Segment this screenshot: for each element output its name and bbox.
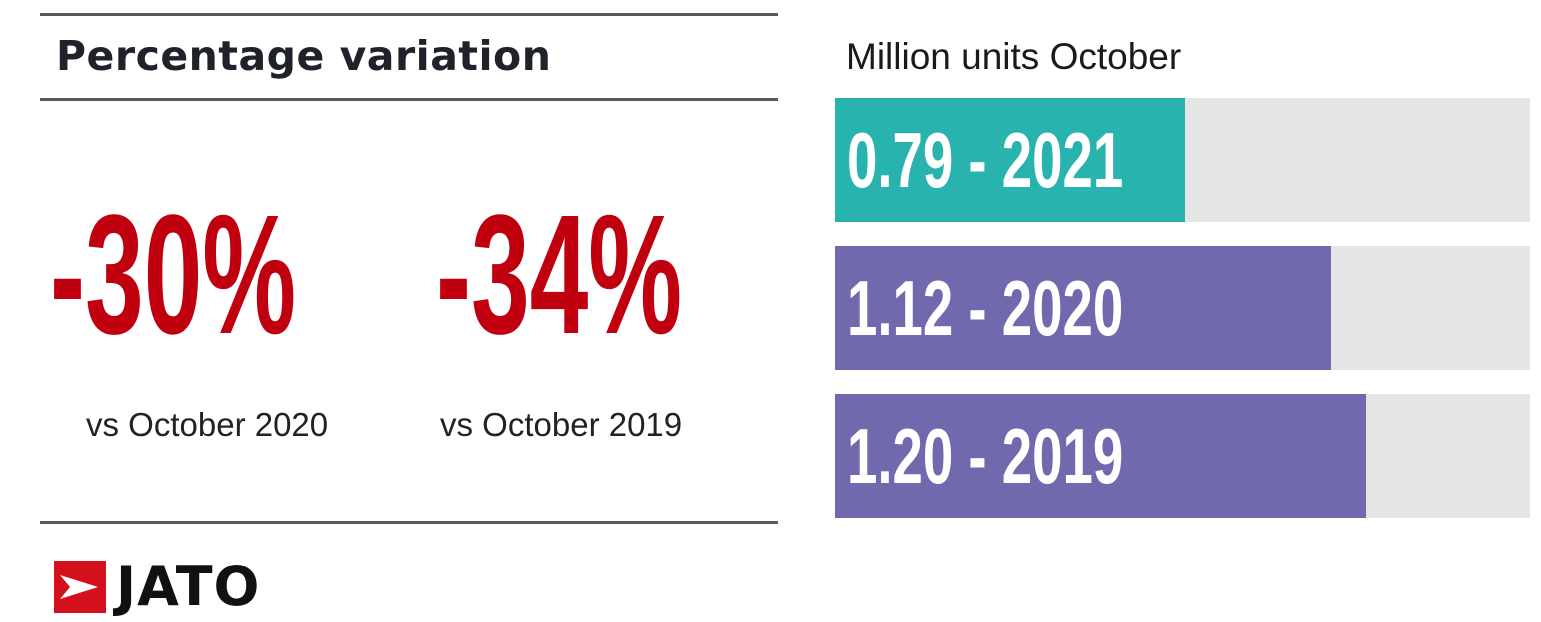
logo-text: JATO <box>116 555 261 618</box>
title-divider <box>40 98 778 101</box>
bar-label-2020: 1.12 - 2020 <box>847 263 1124 352</box>
bar-2020 <box>835 246 1331 370</box>
variation-vs-2019-label: vs October 2019 <box>440 406 683 443</box>
jato-arrow-logo-icon <box>54 561 106 613</box>
variation-vs-2020-value: -30% <box>50 180 297 370</box>
jato-logo: JATO <box>54 560 260 614</box>
variation-vs-2019-value: -34% <box>436 180 683 370</box>
bar-2019 <box>835 394 1366 518</box>
bar-track-2020: 1.12 - 2020 <box>835 246 1530 370</box>
chart-title: Million units October <box>846 36 1182 77</box>
bottom-divider <box>40 521 778 524</box>
variation-vs-2020-label: vs October 2020 <box>86 406 329 443</box>
section-title: Percentage variation <box>56 32 552 80</box>
bar-track-2021: 0.79 - 2021 <box>835 98 1530 222</box>
top-divider <box>40 13 778 16</box>
bar-track-2019: 1.20 - 2019 <box>835 394 1530 518</box>
bar-label-2021: 0.79 - 2021 <box>847 115 1124 204</box>
bar-label-2019: 1.20 - 2019 <box>847 411 1124 500</box>
bar-2021 <box>835 98 1185 222</box>
